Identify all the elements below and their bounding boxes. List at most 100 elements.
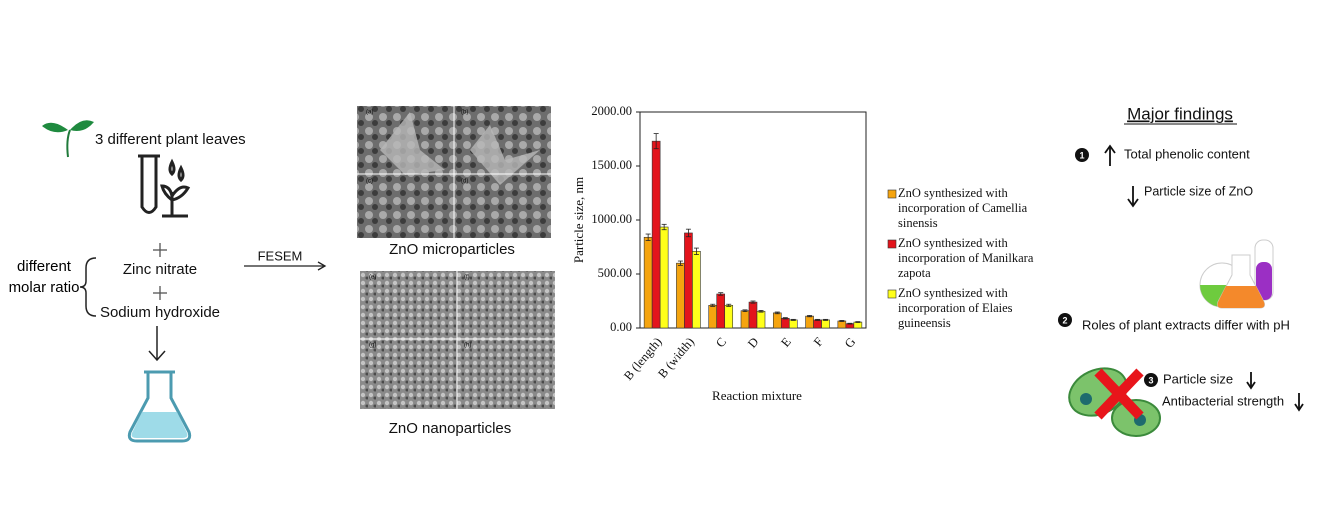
error-bar [823, 318, 829, 321]
finding-number: 2 [1062, 315, 1067, 325]
error-bar [855, 321, 861, 323]
error-bar [726, 303, 732, 307]
bar [837, 320, 847, 329]
x-tick-label: B (length) [621, 335, 665, 383]
finding-number: 3 [1148, 375, 1153, 385]
finding-number: 1 [1079, 150, 1084, 160]
brace [79, 257, 97, 317]
bar [684, 232, 693, 329]
x-tick-label: E [778, 335, 794, 350]
fesem-arrow [244, 261, 327, 271]
error-bar [807, 315, 813, 318]
x-axis-title: Reaction mixture [712, 388, 802, 403]
number-badge [1144, 373, 1158, 387]
error-bar [693, 247, 699, 255]
legend-swatch [887, 239, 897, 249]
x-tick-label: D [745, 335, 762, 351]
bar [716, 293, 726, 329]
error-bar [790, 318, 796, 321]
ratio-label: different molar ratio [8, 258, 80, 296]
bar [805, 315, 814, 329]
error-bar [750, 300, 756, 304]
beakers-icon [1199, 239, 1274, 309]
micro-caption: ZnO microparticles [389, 241, 515, 258]
error-bar [815, 318, 821, 321]
error-bar [758, 309, 764, 313]
bar [780, 317, 790, 329]
panel-label: (f) [464, 275, 470, 281]
finding-text: Particle size [1163, 371, 1233, 386]
panel-label: (e) [369, 275, 376, 281]
bar [724, 305, 734, 329]
bar [708, 305, 718, 329]
error-bar [742, 309, 748, 312]
panel-label: (c) [366, 179, 373, 185]
flask-icon [127, 370, 192, 443]
number-badge [1058, 313, 1072, 327]
error-bar [847, 322, 853, 325]
legend-label: ZnO synthesized with incorporation of Ma… [898, 236, 1034, 280]
error-bar [718, 292, 724, 296]
panel-label: (h) [464, 343, 471, 349]
panel-label: (a) [366, 110, 373, 116]
legend-label: ZnO synthesized with incorporation of El… [898, 286, 1013, 330]
finding-text: Particle size of ZnO [1144, 184, 1253, 198]
x-tick-label: F [811, 335, 826, 349]
y-tick-label: 500.00 [598, 266, 632, 280]
plot-frame [639, 111, 867, 329]
plant-label: 3 different plant leaves [95, 131, 246, 148]
finding-text: Roles of plant extracts differ with pH [1082, 317, 1290, 332]
legend-swatch [887, 289, 897, 299]
legend-swatch [887, 189, 897, 199]
bar [676, 262, 685, 329]
error-bar [774, 311, 780, 315]
bar [756, 310, 766, 329]
error-bar [645, 233, 651, 241]
y-axis-title: Particle size, nm [571, 177, 586, 263]
bar [853, 321, 863, 329]
panel-label: (d) [461, 179, 468, 185]
bar [813, 319, 822, 329]
error-bar [710, 303, 716, 307]
bar [643, 236, 653, 329]
y-tick-label: 1000.00 [591, 212, 632, 226]
panel-label: (b) [461, 110, 468, 116]
test-tube-icon [138, 154, 191, 218]
bar [659, 226, 669, 329]
x-tick-label: G [842, 335, 859, 351]
bacteria-icon [1068, 367, 1161, 437]
down-arrow [148, 326, 166, 362]
error-bar [782, 317, 788, 320]
panel-label: (g) [369, 343, 376, 349]
sprout-icon [42, 120, 94, 158]
bar [740, 310, 750, 329]
bar [651, 140, 661, 329]
method-label: FESEM [258, 248, 303, 263]
y-tick-label: 1500.00 [591, 158, 632, 172]
y-tick-label: 0.00 [610, 320, 632, 334]
error-bar [661, 223, 667, 231]
error-bar [653, 133, 659, 150]
bar [821, 319, 830, 329]
bar [788, 319, 798, 329]
bar [772, 312, 782, 329]
reagent-2: Sodium hydroxide [100, 304, 220, 321]
error-bar [685, 228, 691, 238]
plus-signs [153, 243, 167, 300]
number-badge [1075, 148, 1089, 162]
reagent-1: Zinc nitrate [123, 261, 197, 278]
error-bar [839, 320, 845, 322]
finding-text: Antibacterial strength [1162, 393, 1284, 408]
nano-caption: ZnO nanoparticles [389, 420, 512, 437]
bar [692, 251, 701, 329]
error-bar [677, 260, 683, 266]
finding-text: Total phenolic content [1124, 146, 1250, 161]
x-tick-label: C [713, 335, 729, 350]
bar [748, 301, 758, 329]
findings-title: Major findings [1127, 104, 1233, 123]
legend-label: ZnO synthesized with incorporation of Ca… [898, 186, 1028, 230]
y-tick-label: 2000.00 [591, 104, 632, 118]
trend-arrows [1104, 144, 1304, 412]
